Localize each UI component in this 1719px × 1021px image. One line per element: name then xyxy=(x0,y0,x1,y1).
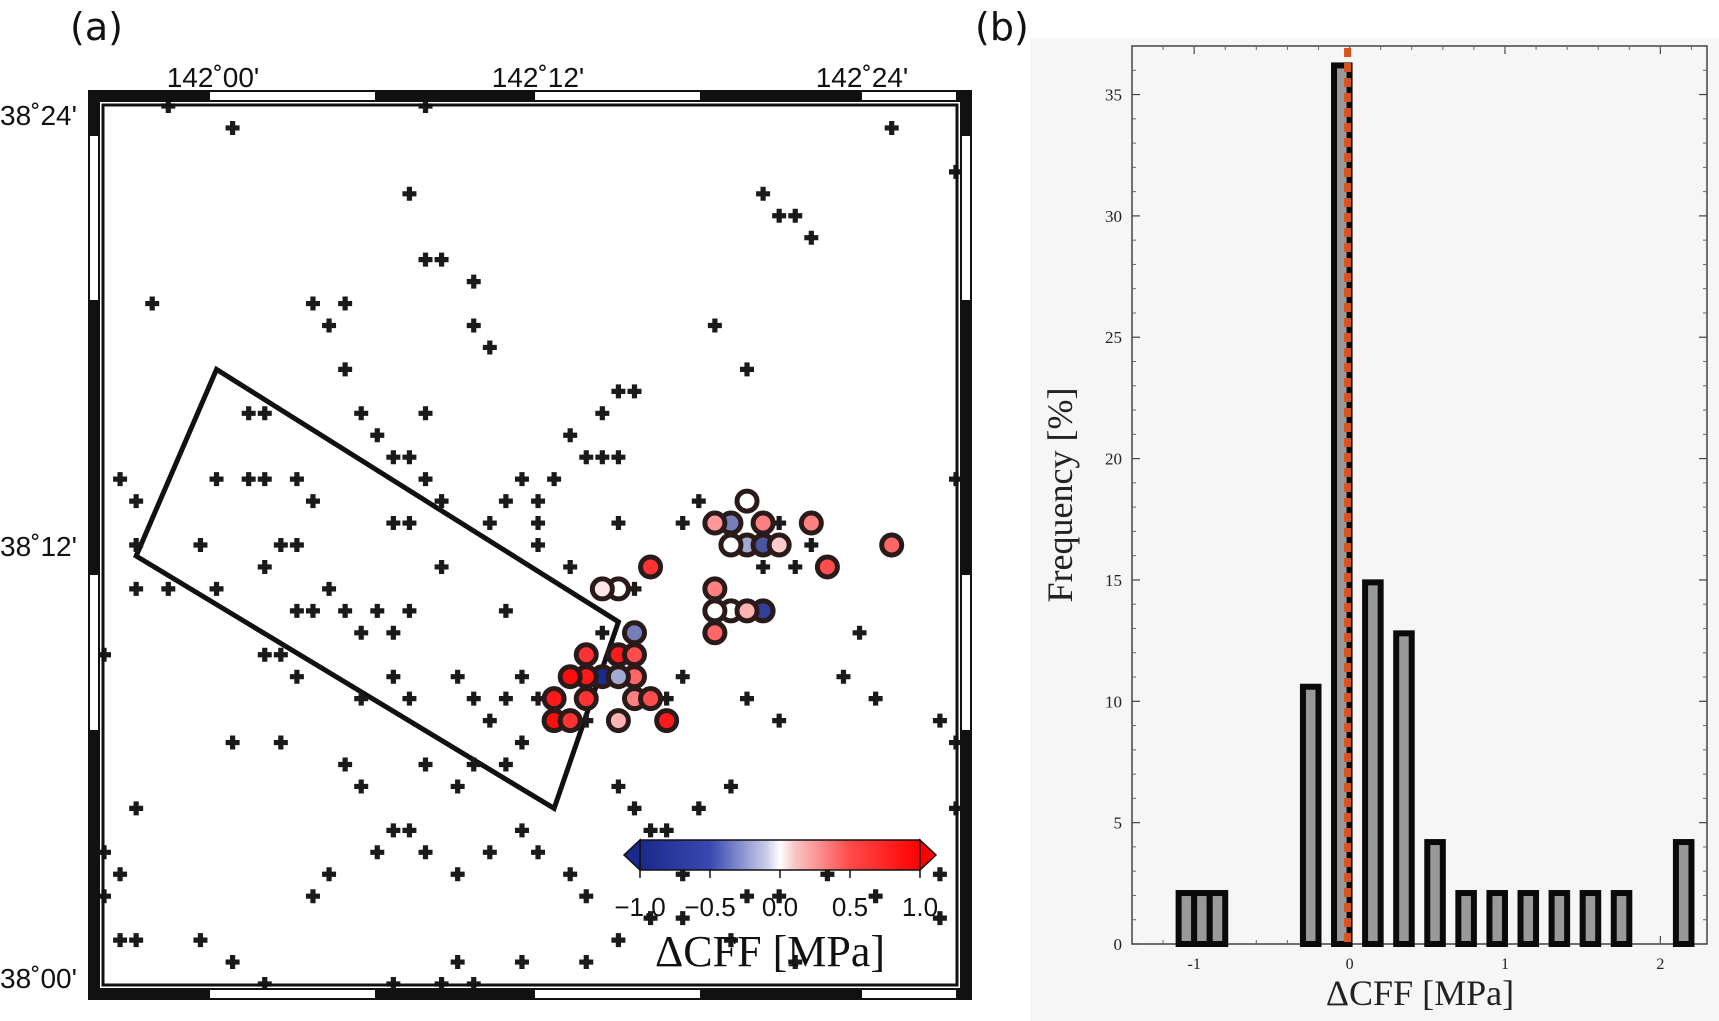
histogram-bar xyxy=(1486,890,1508,947)
dcff-event-circle xyxy=(605,708,631,734)
y-tick-label: 25 xyxy=(1105,328,1122,347)
colorbar-gradient xyxy=(639,839,921,871)
dcff-event-circle xyxy=(654,708,680,734)
dcff-event-circle xyxy=(879,532,905,558)
dcff-event-circle xyxy=(557,708,583,734)
histogram-bar xyxy=(1299,683,1322,947)
histogram-bar xyxy=(1362,579,1384,947)
fault-outline xyxy=(132,365,622,813)
y-tick-label: 30 xyxy=(1105,207,1122,226)
colorbar-tick-label: −0.5 xyxy=(684,892,735,922)
histogram-bar xyxy=(1579,890,1602,947)
x-tick-label: -1 xyxy=(1187,956,1200,973)
dcff-event-circle xyxy=(814,554,840,580)
histogram-axes xyxy=(1131,45,1708,945)
dcff-event-circle xyxy=(589,576,615,602)
colorbar-ticks xyxy=(639,870,921,878)
y-tick-label: 35 xyxy=(1105,86,1122,105)
y-tick-label: 0 xyxy=(1114,935,1123,954)
histogram-bar xyxy=(1672,839,1695,948)
dcff-event-circle xyxy=(702,598,728,624)
histogram-bar xyxy=(1548,890,1571,947)
panel-label-a: (a) xyxy=(70,5,123,49)
dcff-event-markers xyxy=(541,488,905,734)
dcff-event-circle xyxy=(798,510,824,536)
lat-tick-label: 38˚00' xyxy=(0,963,77,994)
colorbar: −1.0 −0.5 0.0 0.5 1.0 ΔCFF [MPa] xyxy=(614,838,938,976)
dcff-event-circle xyxy=(541,686,567,712)
lon-tick-label: 142˚12' xyxy=(492,62,585,93)
colorbar-title: ΔCFF [MPa] xyxy=(655,927,885,976)
dcff-event-circle xyxy=(573,686,599,712)
y-tick-label: 10 xyxy=(1105,692,1122,711)
histogram-bar xyxy=(1610,890,1633,947)
y-tick-label: 20 xyxy=(1105,450,1122,469)
colorbar-high-arrow xyxy=(919,838,938,872)
map-frame xyxy=(88,90,972,1000)
dcff-event-circle xyxy=(702,510,728,536)
histogram-bar xyxy=(1206,890,1229,947)
map-panel: 142˚00' 142˚12' 142˚24' 38˚24' 38˚12' 38… xyxy=(0,62,972,1000)
histogram-bar xyxy=(1424,839,1446,948)
colorbar-low-arrow xyxy=(622,838,641,872)
colorbar-tick-label: 0.5 xyxy=(832,892,868,922)
fault-plane-outline xyxy=(132,365,622,813)
dcff-event-circle xyxy=(621,620,647,646)
dcff-event-circle xyxy=(718,532,744,558)
x-axis-label: ΔCFF [MPa] xyxy=(1326,973,1514,1013)
colorbar-tick-label: −1.0 xyxy=(614,892,665,922)
lat-tick-label: 38˚12' xyxy=(0,531,77,562)
colorbar-tick-label: 1.0 xyxy=(902,892,938,922)
y-tick-labels: 0 5 10 15 20 25 30 35 xyxy=(1105,86,1122,954)
y-axis-label: Frequency [%] xyxy=(1040,388,1080,603)
x-tick-label: 0 xyxy=(1346,956,1354,973)
dcff-event-circle xyxy=(702,620,728,646)
x-tick-labels: -1 0 1 2 xyxy=(1187,956,1664,973)
dcff-event-circle xyxy=(638,554,664,580)
y-tick-label: 5 xyxy=(1114,814,1123,833)
y-tick-label: 15 xyxy=(1105,571,1122,590)
dcff-event-circle xyxy=(766,532,792,558)
dcff-event-circle xyxy=(557,664,583,690)
histogram-bar xyxy=(1393,630,1415,947)
histogram-panel: 0 5 10 15 20 25 30 35 -1 0 1 2 ΔCFF [MPa] Frequenc… xyxy=(1030,38,1719,1021)
dcff-event-circle xyxy=(638,686,664,712)
colorbar-tick-label: 0.0 xyxy=(762,892,798,922)
dcff-event-circle xyxy=(605,664,631,690)
dcff-event-circle xyxy=(734,598,760,624)
x-tick-label: 1 xyxy=(1501,956,1509,973)
dcff-event-circle xyxy=(702,576,728,602)
panel-label-b: (b) xyxy=(975,5,1029,49)
dcff-event-circle xyxy=(573,642,599,668)
x-tick-label: 2 xyxy=(1656,956,1664,973)
dcff-event-circle xyxy=(734,488,760,514)
lon-tick-label: 142˚24' xyxy=(816,62,909,93)
lon-tick-label: 142˚00' xyxy=(167,62,260,93)
dcff-event-circle xyxy=(621,642,647,668)
histogram-bar xyxy=(1455,890,1477,947)
dcff-event-circle xyxy=(750,510,776,536)
histogram-bar xyxy=(1517,890,1540,947)
lat-tick-label: 38˚24' xyxy=(0,100,77,131)
